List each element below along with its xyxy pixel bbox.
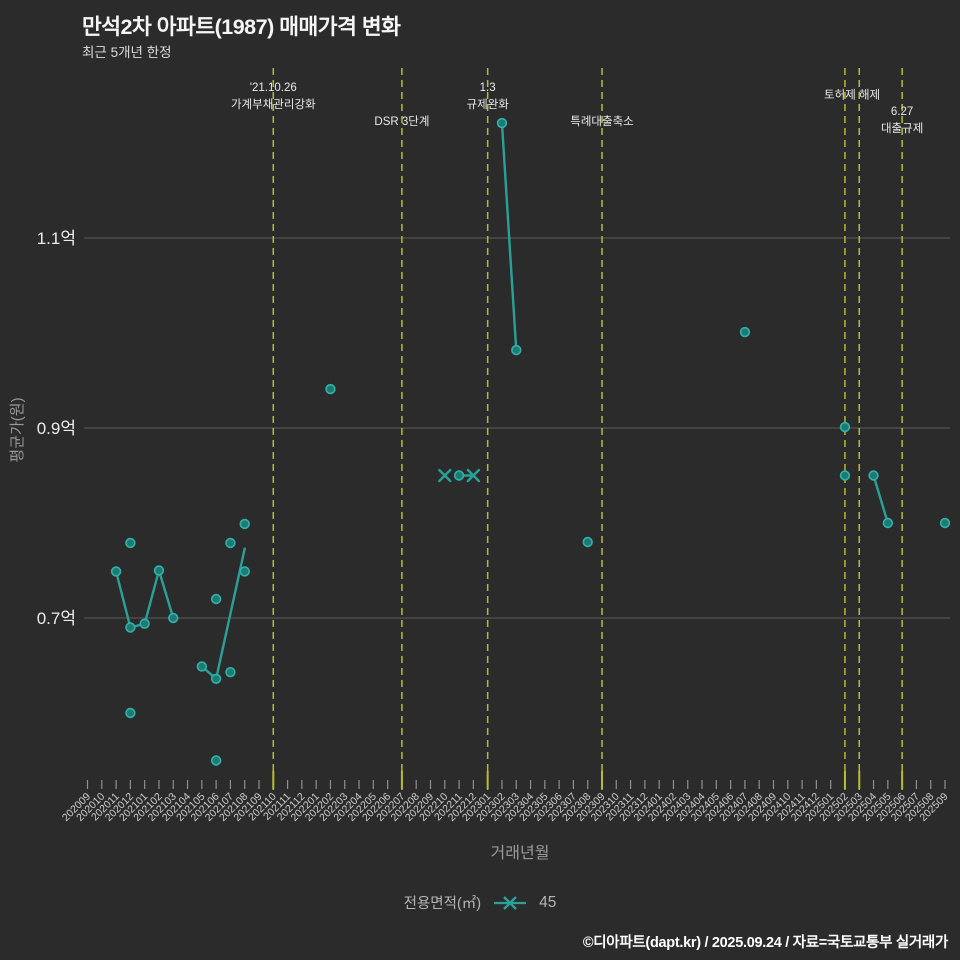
footer-credit: ©디아파트(dapt.kr) / 2025.09.24 / 자료=국토교통부 실… bbox=[582, 935, 948, 951]
price-line bbox=[872, 474, 890, 525]
data-point bbox=[496, 117, 508, 129]
y-tick-label: 1.1억 bbox=[37, 229, 76, 248]
x-axis-title: 거래년월 bbox=[491, 844, 550, 862]
event-label: 규제완화 bbox=[467, 98, 510, 111]
data-point bbox=[939, 517, 951, 529]
event-label: 토허제 해제 bbox=[824, 89, 880, 102]
data-point bbox=[210, 755, 222, 766]
series-marker-icon bbox=[494, 895, 527, 910]
data-point bbox=[582, 536, 593, 548]
event-label: '21.10.26 bbox=[250, 82, 297, 94]
x-marker-point bbox=[438, 468, 452, 483]
data-point bbox=[210, 593, 222, 605]
event-label: 1.3 bbox=[480, 82, 496, 94]
data-point bbox=[225, 666, 236, 678]
event-label: 가계부채관리강화 bbox=[231, 98, 316, 111]
data-point bbox=[125, 622, 136, 633]
event-label: 대출규제 bbox=[881, 122, 923, 135]
data-point bbox=[153, 565, 165, 576]
event-label: 특례대출축소 bbox=[570, 115, 633, 128]
legend: 전용면적(㎡) 45 bbox=[0, 892, 960, 913]
page-subtitle: 최근 5개년 한정 bbox=[82, 45, 172, 60]
data-point bbox=[511, 344, 522, 356]
y-tick-label: 0.7억 bbox=[37, 609, 76, 628]
data-point bbox=[125, 707, 136, 719]
data-point bbox=[225, 537, 236, 549]
data-point bbox=[739, 326, 751, 338]
data-point bbox=[196, 661, 208, 672]
data-point bbox=[882, 517, 894, 529]
data-point bbox=[210, 673, 222, 684]
data-point bbox=[239, 518, 250, 530]
data-point bbox=[125, 537, 136, 549]
event-label: DSR 3단계 bbox=[374, 115, 429, 128]
data-point bbox=[839, 470, 851, 481]
data-point bbox=[110, 566, 122, 577]
legend-series-value: 45 bbox=[539, 893, 557, 911]
price-line bbox=[200, 547, 246, 680]
page-title: 만석2차 아파트(1987) 매매가격 변화 bbox=[82, 15, 401, 39]
data-point bbox=[168, 612, 179, 624]
x-marker-point bbox=[466, 468, 481, 483]
y-tick-label: 0.9억 bbox=[37, 419, 76, 438]
data-point bbox=[325, 383, 336, 395]
y-axis-title: 평균가(원) bbox=[9, 397, 26, 462]
data-point bbox=[839, 421, 851, 433]
data-point bbox=[239, 566, 250, 577]
data-point bbox=[868, 470, 879, 481]
data-point bbox=[139, 618, 150, 629]
data-point bbox=[453, 470, 465, 481]
price-trend-chart: 0.7억0.9억1.1억평균가(원)2020092020102020112020… bbox=[9, 68, 951, 862]
legend-label: 전용면적(㎡) bbox=[403, 896, 482, 912]
price-line bbox=[500, 121, 518, 352]
event-label: 6.27 bbox=[891, 106, 913, 118]
